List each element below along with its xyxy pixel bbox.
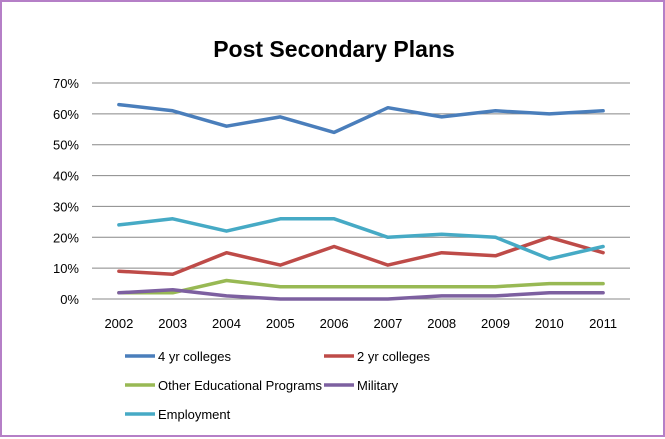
series-line-4-yr-colleges bbox=[117, 102, 605, 135]
x-tick-label: 2006 bbox=[320, 316, 349, 331]
x-tick-label: 2005 bbox=[266, 316, 295, 331]
y-tick-label: 20% bbox=[53, 230, 79, 245]
y-tick-label: 50% bbox=[53, 138, 79, 153]
x-tick-label: 2004 bbox=[212, 316, 241, 331]
x-tick-label: 2009 bbox=[481, 316, 510, 331]
x-tick-label: 2011 bbox=[589, 316, 617, 331]
y-tick-label: 40% bbox=[53, 169, 79, 184]
chart-title: Post Secondary Plans bbox=[213, 36, 455, 62]
legend-label: Military bbox=[357, 378, 399, 393]
legend-label: 4 yr colleges bbox=[158, 349, 231, 364]
legend-label: 2 yr colleges bbox=[357, 349, 430, 364]
y-tick-label: 70% bbox=[53, 76, 79, 91]
y-tick-label: 10% bbox=[53, 261, 79, 276]
x-tick-label: 2003 bbox=[158, 316, 187, 331]
x-tick-label: 2008 bbox=[427, 316, 456, 331]
legend-label: Employment bbox=[158, 407, 231, 422]
x-tick-label: 2007 bbox=[373, 316, 402, 331]
x-tick-label: 2010 bbox=[535, 316, 564, 331]
x-tick-label: 2002 bbox=[104, 316, 133, 331]
series-line-military bbox=[117, 287, 605, 301]
legend-label: Other Educational Programs bbox=[158, 378, 323, 393]
y-tick-label: 60% bbox=[53, 107, 79, 122]
y-tick-label: 0% bbox=[60, 292, 79, 307]
series-line-2-yr-colleges bbox=[117, 235, 605, 277]
series-line-employment bbox=[117, 217, 605, 261]
series-line-other-educational-programs bbox=[117, 278, 605, 295]
y-tick-label: 30% bbox=[53, 199, 79, 214]
